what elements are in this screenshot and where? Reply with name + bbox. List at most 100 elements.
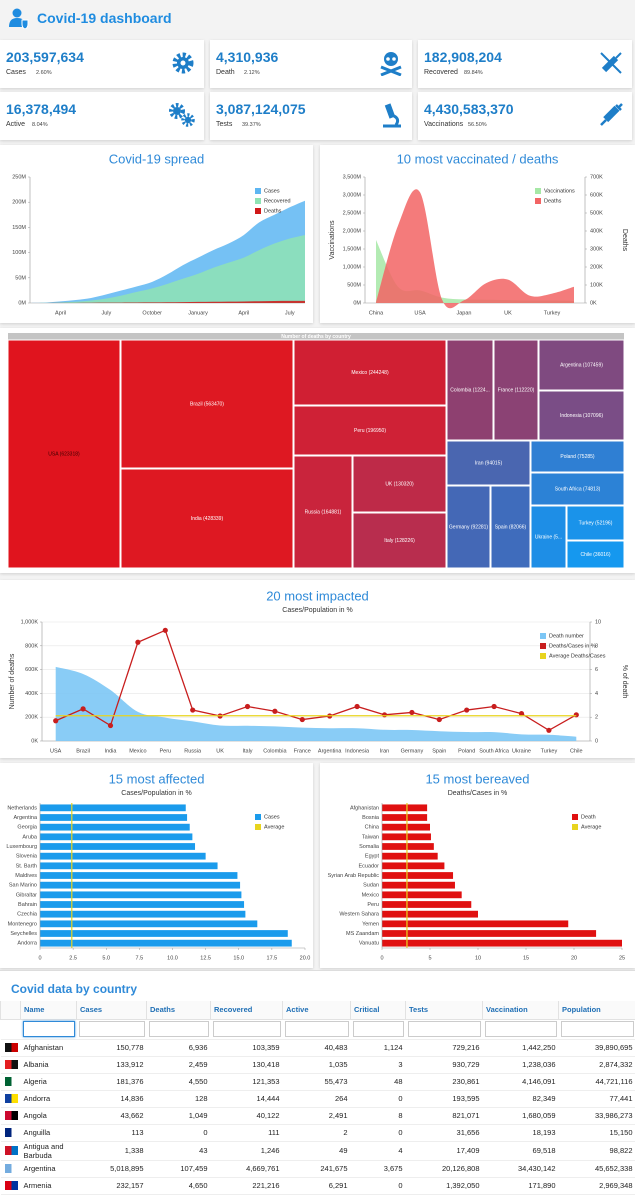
x-tick-label: July (285, 310, 295, 316)
filter-input[interactable] (78, 1021, 145, 1037)
bar (382, 891, 462, 899)
flag-icon (4, 1128, 18, 1138)
bar (40, 910, 246, 918)
card-icon (172, 52, 194, 74)
filter-cell (210, 1019, 283, 1040)
legend-label: Vaccinations (544, 188, 575, 194)
y-tick-label: Czechia (17, 912, 38, 918)
table-cell: 193,595 (405, 1090, 483, 1108)
card-percent: 2.12% (244, 70, 260, 76)
y2-tick-label: 10 (595, 619, 601, 625)
x-tick-label: 20.0 (300, 955, 311, 961)
table-cell: 130,418 (210, 1056, 283, 1074)
y-tick-label: 1,000K (21, 619, 39, 625)
table-cell: 18,193 (482, 1124, 559, 1142)
x-tick-label: Japan (457, 310, 472, 316)
card-value: 4,430,583,370 (424, 101, 514, 117)
legend-label: Deaths (264, 208, 282, 214)
filter-cell (405, 1019, 483, 1040)
y-tick-label: Aruba (22, 834, 38, 840)
bar (382, 823, 430, 831)
column-header[interactable]: Name (20, 1001, 77, 1020)
column-header[interactable]: Recovered (210, 1001, 283, 1020)
table-cell: 111 (210, 1124, 283, 1142)
y-tick-label: Montenegro (8, 921, 37, 927)
y-tick-label: Somalia (359, 844, 380, 850)
table-row[interactable]: Antigua and Barbuda 1,338 43 1,246 49 4 17,409… (0, 1141, 635, 1161)
table-row[interactable]: Algeria 181,376 4,550 121,353 55,473 48 230,86… (0, 1073, 635, 1091)
y-tick-label: 3,000M (343, 192, 362, 198)
filter-input[interactable] (484, 1021, 557, 1037)
treemap-label: Poland (75285) (560, 454, 595, 460)
y-tick-label: 0M (353, 300, 361, 306)
bar (382, 901, 472, 908)
treemap-label: Germany (92281) (449, 524, 489, 530)
filter-input[interactable] (560, 1021, 634, 1037)
table-cell: 171,890 (482, 1177, 559, 1195)
table-row[interactable]: Afghanistan 150,778 6,936 103,359 40,483 1,12… (0, 1039, 635, 1057)
table-cell: 2,491 (282, 1107, 351, 1125)
header-row: Name Cases Deaths Recovered Active Critical Te… (0, 1001, 635, 1020)
column-header[interactable]: Active (282, 1001, 351, 1020)
table-cell: 107,459 (146, 1160, 211, 1178)
column-header[interactable]: Cases (76, 1001, 147, 1020)
table-cell: 45,652,338 (558, 1160, 635, 1178)
table-row[interactable]: Anguilla 113 0 111 2 0 31,656 18,193 15,150 (0, 1124, 635, 1142)
y-tick-label: Vanuatu (359, 941, 379, 947)
table-row[interactable]: Argentina 5,018,895 107,459 4,669,761 241,67… (0, 1160, 635, 1178)
filter-input[interactable] (284, 1021, 349, 1037)
filter-input[interactable] (212, 1021, 281, 1037)
table-cell: 0 (350, 1124, 406, 1142)
column-header[interactable]: Tests (405, 1001, 483, 1020)
legend-label: Deaths/Cases in % (549, 643, 596, 649)
table-cell: 150,778 (76, 1039, 147, 1057)
table-cell: 31,656 (405, 1124, 483, 1142)
marker (436, 716, 442, 723)
y-tick-label: 800K (25, 643, 38, 649)
table-cell: 43 (146, 1141, 211, 1161)
table-cell: 0 (350, 1090, 406, 1108)
card-label: Vaccinations (424, 121, 464, 128)
y-tick-label: Andorra (17, 941, 38, 947)
legend-swatch (255, 198, 261, 204)
treemap-cell (120, 468, 294, 569)
column-header[interactable]: Deaths (146, 1001, 211, 1020)
filter-input[interactable] (22, 1021, 75, 1037)
filter-cell (558, 1019, 635, 1040)
table-row[interactable]: Angola 43,662 1,049 40,122 2,491 8 821,071 1,68… (0, 1107, 635, 1125)
y-tick-label: 2,000M (343, 228, 362, 234)
column-header[interactable]: Critical (350, 1001, 406, 1020)
country-name: Argentina (20, 1160, 77, 1178)
table-row[interactable]: Andorra 14,836 128 14,444 264 0 193,595 82,349 7… (0, 1090, 635, 1108)
treemap-cell (293, 339, 447, 406)
bar (40, 901, 245, 908)
filter-input[interactable] (352, 1021, 404, 1037)
area (30, 234, 305, 303)
column-header[interactable]: Vaccination (482, 1001, 559, 1020)
table-cell: 821,071 (405, 1107, 483, 1125)
y-tick-label: Taiwan (362, 834, 379, 840)
card-value: 203,597,634 (6, 49, 84, 65)
y-axis-label: Number of deaths (9, 653, 16, 709)
filter-input[interactable] (148, 1021, 209, 1037)
filter-input[interactable] (407, 1021, 481, 1037)
y-tick-label: Western Sahara (339, 912, 380, 918)
flag-cell (0, 1124, 21, 1142)
treemap-label: Mexico (244248) (351, 370, 389, 376)
stat-card: 203,597,634 Cases 2.60% (0, 40, 204, 88)
legend-label: Death (581, 814, 596, 820)
column-header[interactable]: Population (558, 1001, 635, 1020)
y-tick-label: San Marino (9, 883, 37, 889)
table-cell: 221,216 (210, 1177, 283, 1195)
table-row[interactable]: Armenia 232,157 4,650 221,216 6,291 0 1,392,05… (0, 1177, 635, 1195)
card-value: 4,310,936 (216, 49, 279, 65)
y-tick-label: Argentina (13, 815, 37, 821)
y2-tick-label: 700K (590, 174, 603, 180)
legend-label: Deaths (544, 198, 562, 204)
table-cell: 113 (76, 1124, 147, 1142)
treemap-cell (293, 405, 447, 456)
table-cell: 5,018,895 (76, 1160, 147, 1178)
treemap-label: Russia (164881) (305, 509, 342, 515)
table-cell: 6,291 (282, 1177, 351, 1195)
table-row[interactable]: Albania 133,912 2,459 130,418 1,035 3 930,729 1… (0, 1056, 635, 1074)
